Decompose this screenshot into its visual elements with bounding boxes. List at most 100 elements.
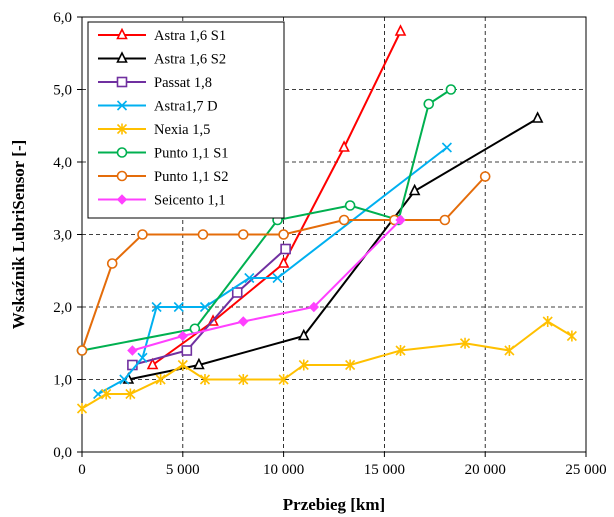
data-point-marker: [237, 229, 249, 240]
legend: Astra 1,6 S1 Astra 1,6 S2 Passat 1,8 Astra1…: [87, 21, 285, 219]
legend-entry: Passat 1,8: [98, 75, 212, 91]
data-point-marker: [441, 142, 452, 153]
data-point-marker: [244, 272, 255, 284]
data-point-marker: [278, 374, 289, 385]
series-line: [81, 175, 486, 351]
data-point-marker: [345, 359, 356, 371]
data-point-marker: [177, 330, 189, 342]
data-point-marker: [308, 301, 320, 313]
legend-entry: Punto 1,1 S2: [98, 169, 229, 185]
data-point-marker: [151, 301, 162, 313]
data-point-marker: [197, 229, 209, 240]
x-axis-title: Przebieg [km]: [283, 495, 385, 514]
x-tick-label: 25 000: [565, 462, 606, 478]
data-point-marker: [238, 374, 249, 385]
legend-label: Astra1,7 D: [154, 99, 218, 115]
y-tick-label: 4,0: [53, 155, 72, 171]
series-lines: [76, 24, 577, 414]
data-point-marker: [146, 357, 159, 370]
data-point-marker: [394, 24, 407, 36]
data-point-marker: [116, 147, 128, 158]
data-point-marker: [277, 256, 290, 268]
data-point-marker: [116, 100, 128, 111]
legend-entry: Seicento 1,1: [98, 193, 226, 209]
legend-label: Punto 1,1 S2: [154, 169, 229, 185]
x-tick-label: 5 000: [166, 462, 200, 478]
x-tick-label: 0: [78, 462, 86, 478]
series-5: [76, 316, 577, 414]
data-point-marker: [395, 214, 406, 226]
y-tick-label: 1,0: [53, 373, 72, 389]
data-point-marker: [298, 359, 309, 371]
data-point-marker: [127, 345, 138, 356]
legend-label: Astra 1,6 S1: [154, 28, 226, 44]
data-point-marker: [116, 194, 128, 205]
data-point-marker: [116, 76, 128, 88]
data-point-marker: [338, 214, 350, 226]
legend-entry: Nexia 1,5: [98, 122, 210, 138]
data-point-marker: [76, 403, 88, 414]
series-7: [76, 171, 491, 356]
data-point-marker: [408, 183, 421, 196]
series-3: [127, 243, 291, 371]
series-line: [132, 248, 287, 366]
y-tick-label: 0,0: [53, 445, 72, 461]
data-point-marker: [280, 243, 291, 255]
x-tick-label: 10 000: [263, 462, 304, 478]
series-4: [93, 142, 452, 400]
y-axis-title: Wskaźnik LubriSensor [-]: [9, 140, 28, 330]
data-point-marker: [459, 337, 471, 349]
legend-entry: Astra 1,6 S2: [98, 51, 226, 68]
data-point-marker: [106, 258, 118, 269]
data-point-marker: [272, 272, 283, 284]
legend-label: Nexia 1,5: [154, 122, 210, 138]
data-point-marker: [125, 388, 136, 400]
data-point-marker: [338, 140, 350, 152]
legend-label: Passat 1,8: [154, 75, 212, 91]
data-point-marker: [116, 123, 128, 135]
data-point-marker: [504, 345, 515, 356]
y-tick-label: 2,0: [53, 300, 72, 316]
data-point-marker: [423, 98, 435, 110]
data-point-marker: [344, 200, 356, 211]
data-point-marker: [479, 171, 491, 182]
data-point-marker: [395, 345, 406, 356]
data-point-marker: [542, 316, 553, 327]
x-tick-label: 15 000: [364, 462, 405, 478]
data-point-marker: [137, 229, 148, 240]
data-point-marker: [566, 330, 577, 342]
data-point-marker: [297, 328, 310, 341]
legend-entry: Astra1,7 D: [98, 99, 218, 115]
data-point-marker: [116, 51, 128, 63]
legend-label: Punto 1,1 S1: [154, 146, 229, 162]
data-point-marker: [181, 345, 193, 356]
data-point-marker: [116, 27, 128, 40]
data-point-marker: [231, 287, 243, 298]
legend-entry: Punto 1,1 S1: [98, 146, 229, 162]
data-point-marker: [193, 357, 205, 370]
series-8: [127, 214, 406, 356]
data-point-marker: [137, 352, 148, 363]
legend-label: Astra 1,6 S2: [154, 52, 226, 68]
axis-ticks: 0 5 000 10 000 15 000 20 000 25 000 0,0 1,0 2,0 3…: [53, 10, 606, 478]
data-point-marker: [173, 301, 184, 313]
data-point-marker: [445, 84, 457, 95]
data-point-marker: [177, 359, 188, 371]
legend-entry: Astra 1,6 S1: [98, 27, 226, 44]
legend-label: Seicento 1,1: [154, 193, 226, 209]
data-point-marker: [278, 229, 289, 240]
data-point-marker: [119, 374, 130, 385]
data-point-marker: [238, 316, 249, 327]
series-line: [132, 219, 402, 352]
y-tick-label: 6,0: [53, 10, 72, 26]
data-point-marker: [439, 214, 451, 226]
data-point-marker: [116, 170, 128, 182]
data-point-marker: [76, 345, 88, 356]
data-point-marker: [531, 111, 544, 123]
data-point-marker: [155, 374, 166, 385]
data-point-marker: [101, 388, 112, 400]
y-tick-label: 5,0: [53, 83, 72, 99]
x-tick-label: 20 000: [465, 462, 506, 478]
data-point-marker: [199, 374, 211, 385]
